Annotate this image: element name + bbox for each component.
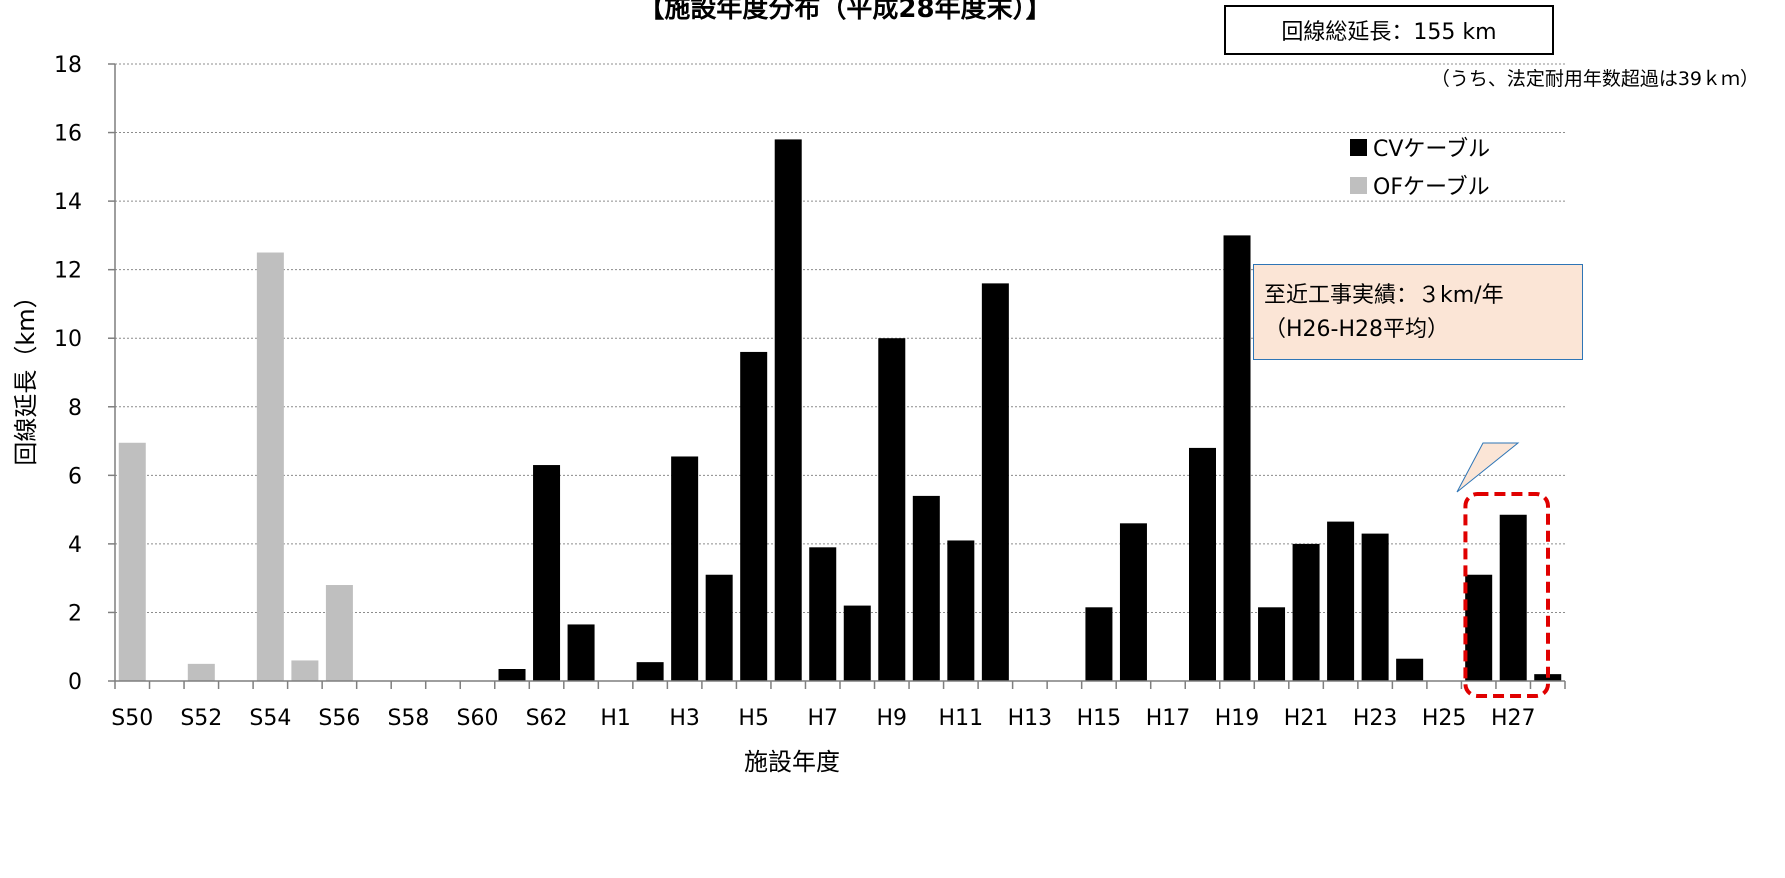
bar-cv-S63 <box>568 624 595 681</box>
x-tick-label: S52 <box>180 706 222 731</box>
x-tick-label: H19 <box>1215 706 1260 731</box>
legend-item-of: OFケーブル <box>1350 166 1490 204</box>
bar-of-S55 <box>291 660 318 681</box>
total-length-note: （うち、法定耐用年数超過は39ｋｍ） <box>1431 64 1759 91</box>
bar-cv-S62 <box>533 465 560 681</box>
y-tick-label: 16 <box>54 122 82 147</box>
bar-cv-H15 <box>1085 607 1112 681</box>
bar-cv-S61 <box>499 669 526 681</box>
y-tick-label: 2 <box>68 601 82 626</box>
x-tick-label: H17 <box>1146 706 1191 731</box>
bar-cv-H9 <box>878 338 905 681</box>
callout-line-2: （H26-H28平均） <box>1264 313 1582 347</box>
x-tick-label: H9 <box>877 706 908 731</box>
bar-cv-H20 <box>1258 607 1285 681</box>
x-tick-label: H23 <box>1353 706 1398 731</box>
y-tick-label: 6 <box>68 464 82 489</box>
bar-cv-H3 <box>671 456 698 681</box>
x-tick-label: S60 <box>457 706 499 731</box>
x-tick-label: H15 <box>1077 706 1122 731</box>
x-tick-label: H11 <box>939 706 984 731</box>
bar-cv-H23 <box>1362 534 1389 681</box>
legend: CVケーブル OFケーブル <box>1350 128 1490 204</box>
y-tick-label: 4 <box>68 533 82 558</box>
y-tick-label: 18 <box>54 53 82 78</box>
x-tick-label: H13 <box>1008 706 1053 731</box>
bar-of-S50 <box>119 443 146 681</box>
bar-cv-H5 <box>740 352 767 681</box>
legend-label-of: OFケーブル <box>1373 169 1490 201</box>
x-tick-label: H21 <box>1284 706 1329 731</box>
y-tick-label: 12 <box>54 259 82 284</box>
x-tick-label: S58 <box>387 706 429 731</box>
legend-swatch-cv <box>1350 139 1367 156</box>
total-length-box: 回線総延長：155 km <box>1224 5 1554 55</box>
bar-cv-H12 <box>982 283 1009 681</box>
x-tick-label: H27 <box>1491 706 1536 731</box>
y-tick-label: 8 <box>68 396 82 421</box>
chart-title: 【施設年度分布（平成28年度末）】 <box>545 0 1145 25</box>
y-tick-label: 14 <box>54 190 82 215</box>
x-tick-label: H7 <box>807 706 838 731</box>
legend-label-cv: CVケーブル <box>1373 131 1490 163</box>
y-axis-label: 回線延長（km） <box>12 284 40 465</box>
bar-cv-H11 <box>947 540 974 681</box>
y-tick-label: 10 <box>54 327 82 352</box>
bar-of-S56 <box>326 585 353 681</box>
bar-cv-H18 <box>1189 448 1216 681</box>
bar-cv-H16 <box>1120 523 1147 681</box>
x-axis-label: 施設年度 <box>744 748 840 776</box>
x-tick-label: H3 <box>669 706 700 731</box>
x-tick-label: H5 <box>738 706 769 731</box>
y-tick-label: 0 <box>68 670 82 695</box>
x-tick-label: H25 <box>1422 706 1467 731</box>
legend-item-cv: CVケーブル <box>1350 128 1490 166</box>
callout-pointer <box>1457 443 1518 492</box>
bar-cv-H27 <box>1500 515 1527 681</box>
bar-cv-H24 <box>1396 659 1423 681</box>
bar-cv-H4 <box>706 575 733 681</box>
bar-of-S54 <box>257 253 284 681</box>
bars <box>119 139 1561 681</box>
bar-cv-H6 <box>775 139 802 681</box>
bar-cv-H21 <box>1293 544 1320 681</box>
legend-swatch-of <box>1350 177 1367 194</box>
bar-of-S52 <box>188 664 215 681</box>
x-tick-label: H1 <box>600 706 631 731</box>
bar-cv-H22 <box>1327 522 1354 681</box>
x-tick-label: S56 <box>318 706 360 731</box>
x-tick-label: S50 <box>111 706 153 731</box>
bar-cv-H10 <box>913 496 940 681</box>
bar-cv-H26 <box>1465 575 1492 681</box>
x-tick-label: S62 <box>526 706 568 731</box>
callout-line-1: 至近工事実績：３km/年 <box>1264 279 1582 313</box>
bar-cv-H2 <box>637 662 664 681</box>
bar-cv-H19 <box>1224 235 1251 681</box>
bar-cv-H7 <box>809 547 836 681</box>
callout-box: 至近工事実績：３km/年 （H26-H28平均） <box>1253 264 1583 360</box>
bar-cv-H8 <box>844 606 871 681</box>
x-tick-label: S54 <box>249 706 291 731</box>
